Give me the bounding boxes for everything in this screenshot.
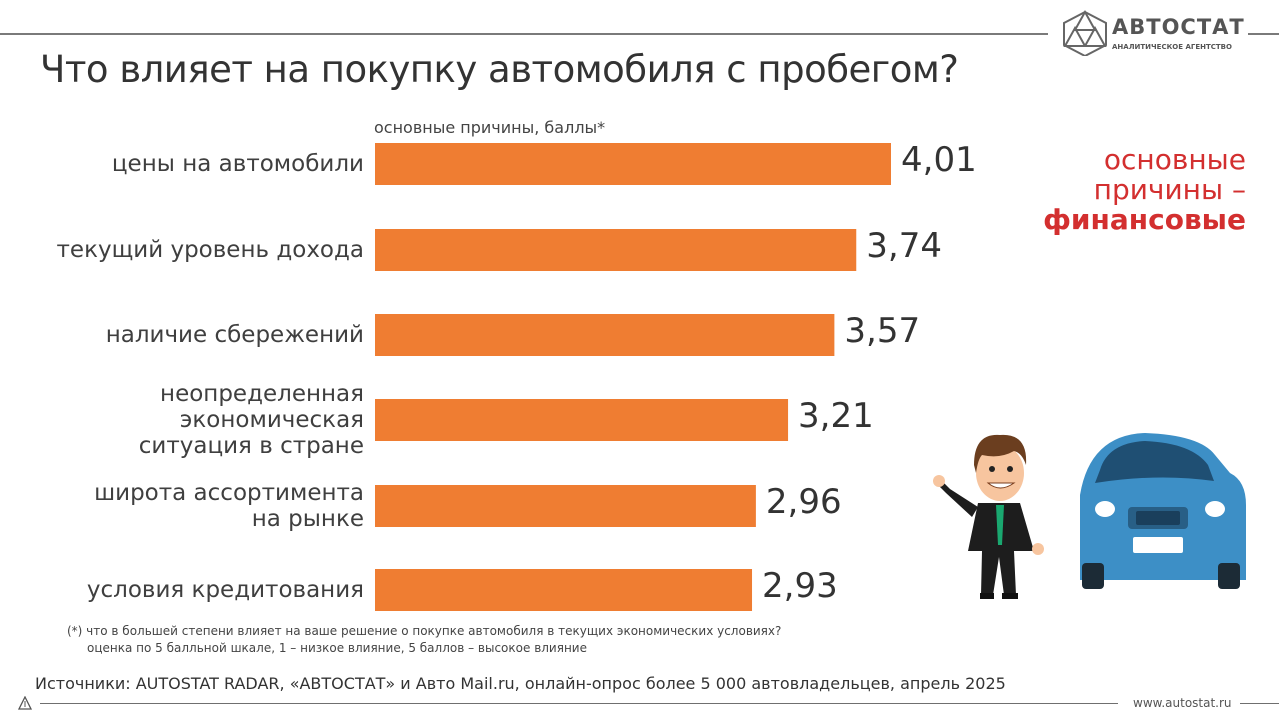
bar-3 bbox=[375, 314, 835, 356]
bar-5 bbox=[375, 485, 756, 527]
category-label-2: текущий уровень дохода bbox=[56, 237, 364, 263]
logo-subtitle: АНАЛИТИЧЕСКОЕ АГЕНТСТВО bbox=[1112, 43, 1232, 51]
key-finding-note: основные причины – финансовые bbox=[1043, 145, 1246, 235]
category-label-6: условия кредитования bbox=[86, 577, 364, 603]
bottom-rule bbox=[40, 703, 1118, 704]
chart-subtitle: основные причины, баллы* bbox=[374, 118, 606, 137]
value-label-3: 3,57 bbox=[844, 311, 921, 351]
bar-4 bbox=[375, 399, 789, 441]
car-icon bbox=[1080, 433, 1246, 589]
top-rule-right bbox=[1248, 33, 1279, 35]
top-rule bbox=[0, 33, 1048, 35]
businessman-with-car-illustration bbox=[933, 433, 1246, 599]
note-line-2: причины – bbox=[1093, 173, 1246, 206]
businessman-icon bbox=[933, 434, 1044, 599]
category-label-5: широта ассортимента на рынке bbox=[94, 480, 364, 532]
bar-6 bbox=[375, 569, 753, 611]
value-label-4: 3,21 bbox=[798, 396, 874, 436]
category-label-1: цены на автомобили bbox=[111, 151, 364, 177]
source-line: Источники: AUTOSTAT RADAR, «АВТОСТАТ» и … bbox=[35, 674, 1006, 693]
autostat-logo: АВТОСТАТ АНАЛИТИЧЕСКОЕ АГЕНТСТВО bbox=[1062, 10, 1252, 56]
value-label-6: 2,93 bbox=[762, 566, 838, 606]
note-line-1: основные bbox=[1103, 143, 1246, 176]
website-url: www.autostat.ru bbox=[1133, 696, 1232, 710]
page-title: Что влияет на покупку автомобиля с пробе… bbox=[40, 48, 959, 91]
bar-2 bbox=[375, 229, 857, 271]
category-label-4: неопределенная экономическая ситуация в … bbox=[138, 381, 364, 459]
note-emphasis: финансовые bbox=[1043, 203, 1246, 236]
corner-triangle-icon bbox=[18, 696, 32, 710]
value-label-5: 2,96 bbox=[765, 482, 842, 522]
logo-mark-icon bbox=[1063, 10, 1107, 56]
bottom-rule-right bbox=[1240, 703, 1279, 704]
value-label-1: 4,01 bbox=[901, 140, 977, 180]
logo-name: АВТОСТАТ bbox=[1112, 15, 1245, 39]
category-label-3: наличие сбережений bbox=[105, 322, 364, 348]
value-label-2: 3,74 bbox=[866, 226, 942, 266]
note-line-3: финансовые bbox=[1043, 205, 1246, 235]
footnote-question: (*) что в большей степени влияет на ваше… bbox=[67, 624, 782, 638]
footnote-scale: оценка по 5 балльной шкале, 1 – низкое в… bbox=[87, 641, 587, 655]
bar-1 bbox=[375, 143, 891, 185]
